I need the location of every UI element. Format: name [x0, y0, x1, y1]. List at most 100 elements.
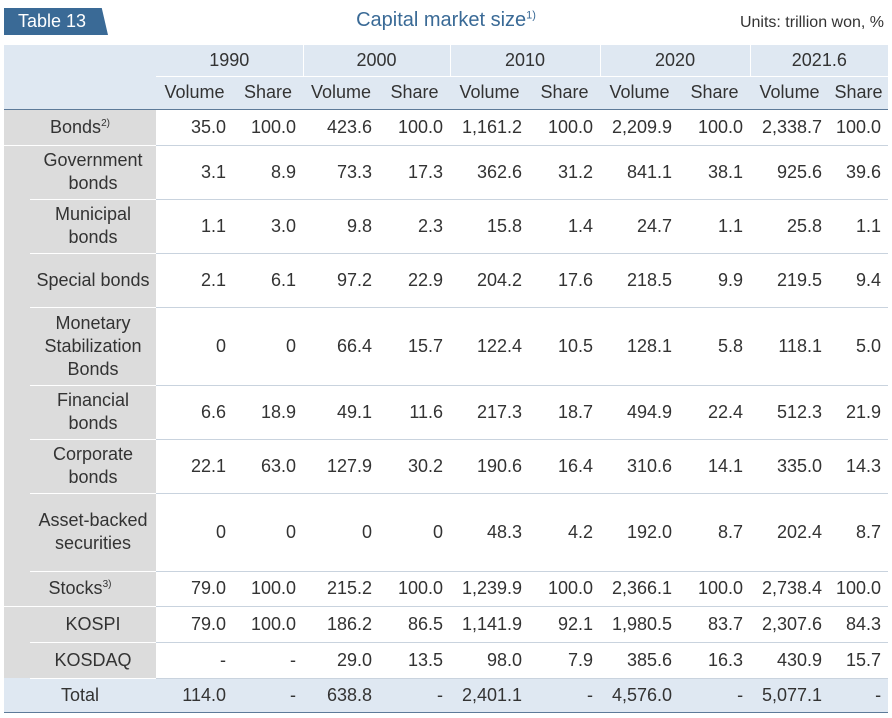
volume-cell: 1,161.2 — [450, 109, 530, 146]
volume-cell: 2,307.6 — [750, 606, 830, 643]
row-label-text: Government bonds — [43, 150, 143, 193]
volume-cell: 97.2 — [303, 253, 380, 308]
table-row: Financial bonds 6.6 18.9 49.1 11.6 217.3 18.7 4… — [4, 385, 889, 440]
volume-cell: 430.9 — [750, 642, 830, 679]
share-cell: 16.3 — [679, 642, 751, 679]
volume-cell: 1,239.9 — [450, 571, 530, 607]
share-header: Share — [233, 76, 304, 110]
volume-cell: 638.8 — [303, 678, 380, 713]
table-row: Special bonds 2.1 6.1 97.2 22.9 204.2 17.6 218.… — [4, 253, 889, 308]
volume-cell: 2,401.1 — [450, 678, 530, 713]
indent-spacer — [4, 199, 30, 253]
volume-cell: 24.7 — [600, 199, 680, 254]
row-label-footnote: 3) — [102, 579, 112, 590]
share-cell: 18.9 — [233, 385, 304, 440]
row-label-text: Financial bonds — [56, 390, 130, 433]
volume-cell: 0 — [303, 493, 380, 572]
row-label: Government bonds — [30, 145, 156, 200]
share-cell: 100.0 — [379, 109, 451, 146]
share-cell: 11.6 — [379, 385, 451, 440]
row-label-text: KOSPI — [65, 613, 121, 634]
share-cell: 84.3 — [829, 606, 889, 643]
volume-cell: 25.8 — [750, 199, 830, 254]
volume-cell: 29.0 — [303, 642, 380, 679]
share-cell: 15.7 — [379, 307, 451, 386]
volume-cell: 15.8 — [450, 199, 530, 254]
share-header: Share — [829, 76, 889, 110]
share-cell: 100.0 — [529, 109, 601, 146]
volume-cell: 0 — [156, 307, 233, 386]
indent-spacer — [4, 385, 30, 439]
share-cell: 100.0 — [829, 109, 889, 146]
volume-cell: 2,738.4 — [750, 571, 830, 607]
volume-header: Volume — [303, 76, 380, 110]
year-header: 2020 — [599, 45, 751, 77]
table-body: Bonds2) 35.0 100.0 423.6 100.0 1,161.2 100.0 2,… — [4, 109, 889, 713]
volume-cell: 49.1 — [303, 385, 380, 440]
table-row: Asset-backed securities 0 0 0 0 48.3 4.2 192.0 8… — [4, 493, 889, 572]
share-cell: 100.0 — [379, 571, 451, 607]
volume-cell: 218.5 — [600, 253, 680, 308]
row-label-text: Monetary Stabilization Bonds — [44, 312, 142, 379]
share-cell: 100.0 — [233, 606, 304, 643]
indent-spacer — [4, 493, 30, 571]
row-label: Municipal bonds — [30, 199, 156, 254]
share-cell: 0 — [233, 307, 304, 386]
share-cell: 5.8 — [679, 307, 751, 386]
volume-cell: 122.4 — [450, 307, 530, 386]
volume-cell: 925.6 — [750, 145, 830, 200]
volume-cell: 335.0 — [750, 439, 830, 494]
volume-cell: 494.9 — [600, 385, 680, 440]
share-cell: 5.0 — [829, 307, 889, 386]
share-cell: - — [379, 678, 451, 713]
row-label: KOSDAQ — [30, 642, 156, 679]
row-label: KOSPI — [30, 606, 156, 643]
indent-spacer — [4, 439, 30, 493]
volume-cell: 362.6 — [450, 145, 530, 200]
volume-cell: 5,077.1 — [750, 678, 830, 713]
share-cell: 8.9 — [233, 145, 304, 200]
share-cell: 100.0 — [829, 571, 889, 607]
table-title-footnote: 1) — [526, 9, 536, 22]
row-label: Monetary Stabilization Bonds — [30, 307, 156, 386]
volume-cell: 22.1 — [156, 439, 233, 494]
share-cell: 1.1 — [829, 199, 889, 254]
share-cell: 100.0 — [233, 571, 304, 607]
volume-cell: 1,141.9 — [450, 606, 530, 643]
share-cell: - — [829, 678, 889, 713]
volume-cell: 114.0 — [156, 678, 233, 713]
table-title-text: Capital market size — [356, 9, 527, 31]
volume-cell: 0 — [156, 493, 233, 572]
row-label-text: Municipal bonds — [54, 204, 132, 247]
table-row: Monetary Stabilization Bonds 0 0 66.4 15.7 12… — [4, 307, 889, 386]
volume-cell: 219.5 — [750, 253, 830, 308]
volume-cell: 79.0 — [156, 571, 233, 607]
share-header: Share — [679, 76, 751, 110]
share-cell: 8.7 — [679, 493, 751, 572]
share-cell: - — [233, 678, 304, 713]
volume-header: Volume — [450, 76, 530, 110]
share-cell: 4.2 — [529, 493, 601, 572]
row-label: Stocks3) — [4, 571, 156, 607]
indent-spacer — [4, 642, 30, 678]
share-cell: 0 — [379, 493, 451, 572]
table-row: Municipal bonds 1.1 3.0 9.8 2.3 15.8 1.4 24.7 1.… — [4, 199, 889, 254]
share-cell: 38.1 — [679, 145, 751, 200]
volume-cell: 204.2 — [450, 253, 530, 308]
row-label: Financial bonds — [30, 385, 156, 440]
share-cell: 21.9 — [829, 385, 889, 440]
table-row: Stocks3) 79.0 100.0 215.2 100.0 1,239.9 100.0 2… — [4, 571, 889, 607]
subheader-row: Volume Share Volume Share Volume Share V… — [4, 76, 889, 110]
share-cell: 100.0 — [679, 109, 751, 146]
share-cell: 16.4 — [529, 439, 601, 494]
capital-market-table: 1990 2000 2010 2020 2021.6 Volume Share … — [4, 45, 889, 713]
share-cell: 1.4 — [529, 199, 601, 254]
share-cell: 7.9 — [529, 642, 601, 679]
table-title: Capital market size1) — [0, 9, 892, 32]
volume-cell: 1,980.5 — [600, 606, 680, 643]
table-row: Bonds2) 35.0 100.0 423.6 100.0 1,161.2 100.0 2,… — [4, 109, 889, 146]
row-label: Bonds2) — [4, 109, 156, 146]
share-cell: 17.6 — [529, 253, 601, 308]
table-row: Government bonds 3.1 8.9 73.3 17.3 362.6 31.2 8… — [4, 145, 889, 200]
